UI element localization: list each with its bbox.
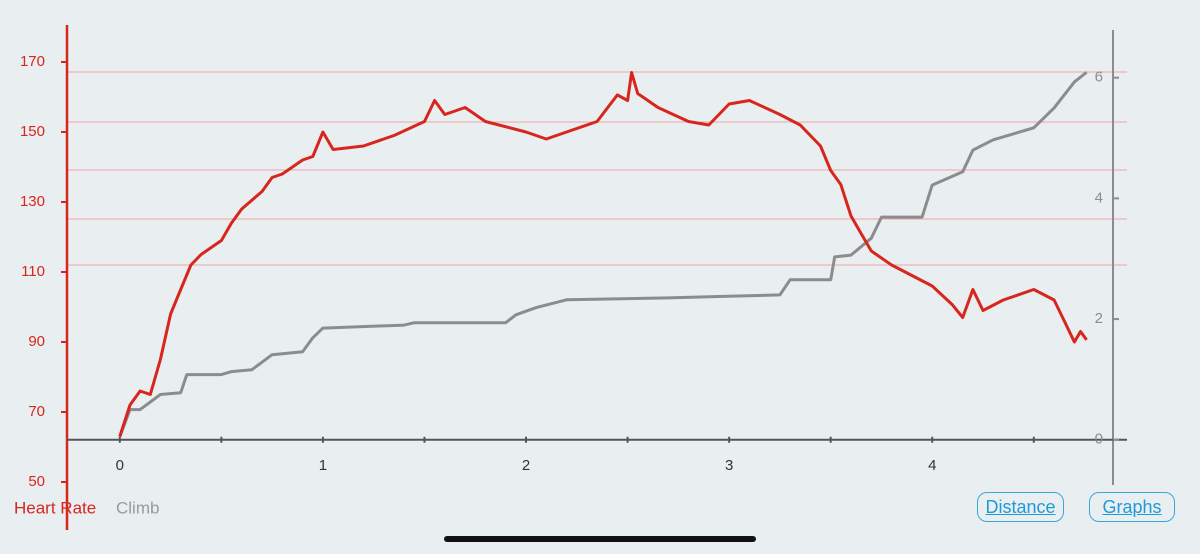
series-line bbox=[118, 71, 1088, 438]
y-tick-label: 170 bbox=[20, 53, 45, 70]
guide-lines bbox=[67, 71, 1127, 266]
graphs-button[interactable]: Graphs bbox=[1089, 492, 1175, 522]
y-tick-label: 70 bbox=[28, 403, 45, 420]
legend-entry: Climb bbox=[116, 498, 159, 517]
x-tick-label: 2 bbox=[522, 457, 530, 474]
x-tick-label: 1 bbox=[319, 457, 327, 474]
y-tick-label: 110 bbox=[21, 263, 45, 280]
y2-tick-label: 0 bbox=[1095, 431, 1103, 448]
x-tick-label: 0 bbox=[116, 457, 124, 474]
y-tick-label: 130 bbox=[20, 193, 45, 210]
y2-tick-label: 6 bbox=[1095, 69, 1103, 86]
y-tick-label: 150 bbox=[20, 123, 45, 140]
y2-tick-label: 4 bbox=[1095, 189, 1103, 206]
x-tick-label: 3 bbox=[725, 457, 733, 474]
y-tick-label: 90 bbox=[28, 333, 45, 350]
home-indicator bbox=[444, 536, 756, 542]
y2-tick-label: 2 bbox=[1095, 310, 1103, 327]
legend-entry: Heart Rate bbox=[14, 498, 96, 517]
distance-button[interactable]: Distance bbox=[977, 492, 1064, 522]
x-tick-label: 4 bbox=[928, 457, 936, 474]
series-line bbox=[118, 71, 1088, 437]
y-tick-label: 50 bbox=[28, 473, 45, 490]
